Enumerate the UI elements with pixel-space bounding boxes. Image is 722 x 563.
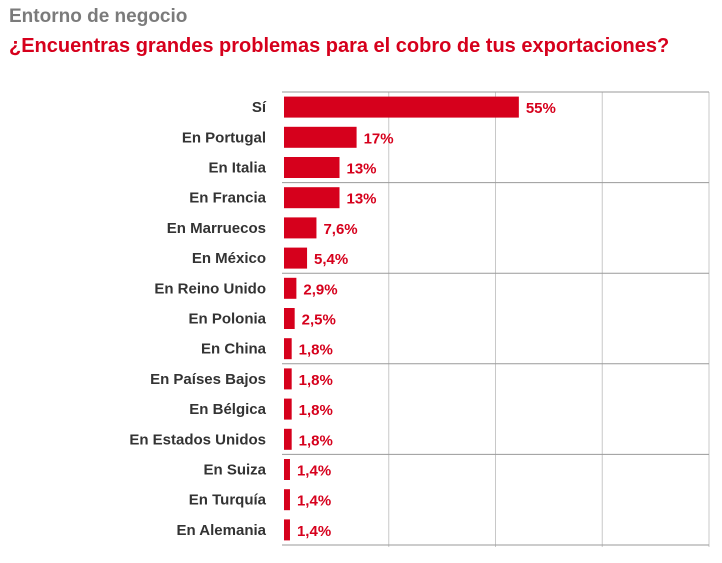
category-label: En Suiza [203,462,266,479]
category-label: En Polonia [188,311,266,328]
bar [284,187,340,209]
bar [284,368,292,390]
bar [284,338,292,360]
category-label: En Francia [189,190,266,207]
category-label: Sí [252,99,267,116]
data-label: 2,5% [302,312,336,329]
category-label: En Reino Unido [154,280,266,297]
category-label: En Turquía [189,492,267,509]
bar [284,217,317,239]
data-label: 55% [526,100,556,117]
bar [284,126,357,148]
category-label: En Alemania [177,522,267,539]
bar [284,519,290,541]
data-label: 1,4% [297,463,331,480]
data-label: 13% [347,161,377,178]
data-label: 7,6% [323,221,357,238]
data-label: 1,8% [299,432,333,449]
bar [284,157,340,178]
data-label: 1,4% [297,493,331,510]
data-label: 17% [364,130,394,147]
data-label: 5,4% [314,251,348,268]
bar [284,247,308,269]
section-supertitle: Entorno de negocio [9,6,188,27]
data-label: 2,9% [303,281,337,298]
bar [284,277,297,299]
data-label: 13% [347,191,377,208]
category-label: En China [201,341,267,358]
data-label: 1,8% [299,372,333,389]
category-label: En Portugal [182,129,266,146]
bar [284,96,519,118]
category-label: En Italia [208,160,266,177]
category-label: En Estados Unidos [129,431,266,448]
bar [284,459,290,480]
category-label: En Países Bajos [150,371,266,388]
category-label: En Bélgica [189,401,266,418]
category-label: En México [192,250,266,267]
bar [284,489,290,511]
bar [284,308,295,329]
bar [284,428,292,450]
data-label: 1,4% [297,523,331,540]
data-label: 1,8% [299,402,333,419]
category-label: En Marruecos [167,220,266,237]
chart-title: ¿Encuentras grandes problemas para el co… [9,35,670,57]
bar [284,398,292,420]
data-label: 1,8% [299,342,333,359]
